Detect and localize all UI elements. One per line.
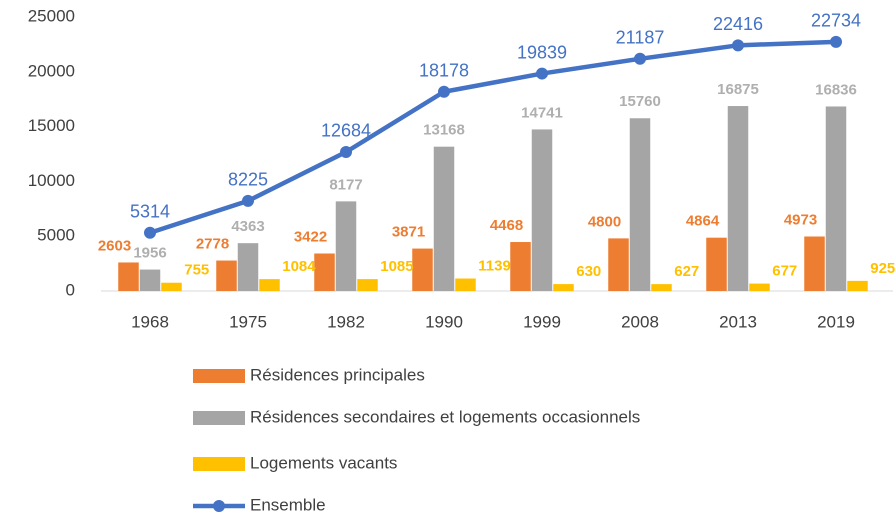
- data-label: 627: [674, 263, 699, 280]
- data-label: 21187: [616, 28, 665, 48]
- bar: [237, 243, 259, 291]
- line-marker: [634, 52, 646, 65]
- bar: [118, 262, 139, 291]
- legend-label: Résidences secondaires et logements occa…: [250, 407, 640, 426]
- data-label: 630: [576, 263, 601, 280]
- y-tick-label: 15000: [28, 116, 75, 135]
- data-label: 4468: [490, 217, 523, 234]
- data-label: 1085: [380, 258, 413, 275]
- data-label: 3871: [392, 224, 425, 241]
- data-label: 3422: [294, 228, 327, 245]
- data-label: 1139: [478, 257, 511, 274]
- y-tick-label: 5000: [37, 226, 75, 245]
- bar: [651, 284, 672, 291]
- bar: [727, 106, 749, 291]
- legend-label: Ensemble: [250, 495, 326, 514]
- x-tick-label: 1975: [229, 312, 267, 331]
- data-label: 2603: [98, 237, 131, 254]
- bar: [553, 284, 574, 291]
- bar: [825, 106, 847, 291]
- bar: [629, 118, 651, 291]
- bar: [161, 282, 182, 291]
- bar: [531, 129, 553, 291]
- data-label: 755: [184, 262, 209, 279]
- bar: [608, 238, 629, 291]
- x-tick-label: 1999: [523, 312, 561, 331]
- bar: [357, 279, 378, 291]
- legend-marker: [213, 500, 225, 512]
- bar: [139, 269, 161, 291]
- data-label: 5314: [130, 202, 170, 222]
- bar: [847, 280, 868, 291]
- bar: [412, 248, 433, 291]
- bar: [216, 260, 237, 291]
- data-label: 22416: [713, 14, 763, 34]
- line-marker: [242, 194, 254, 207]
- line: [149, 39, 837, 235]
- legend-label: Logements vacants: [250, 453, 397, 472]
- x-tick-label: 2013: [719, 312, 757, 331]
- bar: [804, 236, 825, 291]
- line-marker: [732, 39, 744, 52]
- bar: [455, 278, 476, 291]
- bar: [706, 237, 727, 291]
- data-label: 677: [772, 263, 797, 280]
- data-label: 18178: [419, 61, 469, 81]
- line-marker: [438, 85, 450, 98]
- bar: [510, 242, 531, 291]
- data-label: 2778: [196, 236, 229, 253]
- line-marker: [340, 145, 352, 158]
- data-label: 4363: [231, 218, 264, 235]
- x-tick-label: 2008: [621, 312, 659, 331]
- data-label: 13168: [423, 122, 465, 139]
- y-tick-label: 0: [66, 280, 75, 299]
- line-marker: [830, 35, 842, 48]
- bar: [259, 279, 280, 291]
- x-tick-label: 1968: [131, 312, 169, 331]
- data-label: 8225: [228, 170, 268, 190]
- x-tick-label: 2019: [817, 312, 855, 331]
- data-label: 12684: [321, 121, 371, 141]
- bar: [335, 201, 357, 291]
- data-label: 1084: [282, 258, 316, 275]
- legend-label: Résidences principales: [250, 365, 425, 384]
- line-marker: [536, 67, 548, 80]
- data-label: 16836: [815, 81, 857, 98]
- y-tick-label: 25000: [28, 6, 75, 25]
- data-label: 925: [870, 260, 895, 277]
- x-tick-label: 1990: [425, 312, 463, 331]
- y-tick-label: 20000: [28, 61, 75, 80]
- data-label: 16875: [717, 81, 759, 98]
- legend-swatch: [193, 411, 245, 425]
- y-tick-label: 10000: [28, 171, 75, 190]
- data-label: 1956: [133, 245, 166, 262]
- bar: [314, 253, 335, 291]
- data-label: 4973: [784, 211, 817, 228]
- data-label: 22734: [811, 11, 861, 31]
- data-label: 8177: [329, 176, 362, 193]
- legend-swatch: [193, 457, 245, 471]
- data-label: 15760: [619, 93, 661, 110]
- data-label: 19839: [517, 42, 567, 62]
- legend-swatch: [193, 369, 245, 383]
- data-label: 14741: [521, 104, 563, 121]
- x-tick-label: 1982: [327, 312, 365, 331]
- line-marker: [144, 226, 156, 239]
- bar: [749, 283, 770, 291]
- data-label: 4864: [686, 213, 720, 230]
- data-label: 4800: [588, 213, 621, 230]
- bar: [433, 146, 455, 291]
